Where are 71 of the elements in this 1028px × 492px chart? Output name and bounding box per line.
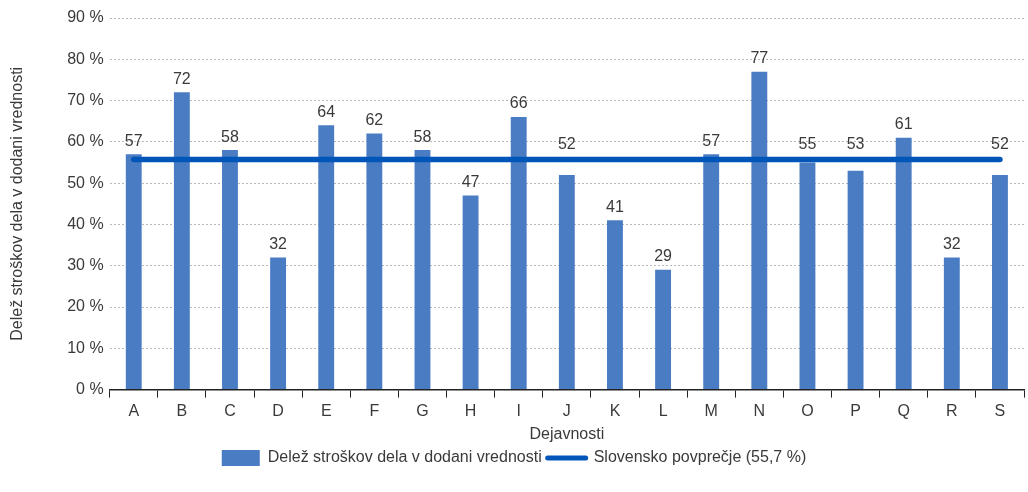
x-tick-label: C [224,401,236,419]
x-tick-label: B [176,401,188,419]
data-label: 55 [798,135,817,153]
bar [318,125,335,390]
data-label: 77 [750,49,769,67]
y-tick-label: 10 % [67,338,104,356]
x-tick-label: J [562,401,571,419]
x-tick-label: E [320,401,332,419]
x-tick-label: R [946,401,958,419]
y-tick-label: 60 % [67,132,104,150]
y-tick-label: 20 % [67,297,104,315]
legend-label: Delež stroškov dela v dodani vrednosti [267,448,542,466]
data-label: 47 [461,172,480,190]
bar [173,92,190,390]
data-label: 61 [894,115,913,133]
data-label: 66 [509,94,528,112]
y-tick-label: 50 % [67,173,104,191]
bar [222,150,238,390]
x-tick-label: N [753,401,766,419]
bar [462,195,479,390]
data-label: 58 [413,127,432,145]
x-tick-label: P [850,401,861,419]
bar [510,117,527,390]
bar [125,154,142,390]
y-tick-label: 40 % [67,214,104,232]
bar [895,137,912,390]
y-tick-label: 30 % [67,256,104,274]
y-axis-title: Delež stroškov dela v dodani vrednosti [8,66,26,341]
data-label: 32 [269,234,288,252]
data-label: 41 [606,197,624,215]
bar [703,154,720,390]
bar [751,71,768,390]
bar [366,133,383,390]
x-tick-label: H [464,401,477,419]
bar [992,174,1008,390]
x-tick-label: Q [897,401,910,419]
data-label: 62 [365,111,384,129]
data-label: 52 [557,135,576,153]
data-label: 64 [317,102,336,120]
bar [270,257,287,390]
x-tick-label: D [272,401,284,419]
bar [847,170,864,390]
bar [607,220,623,390]
x-axis-title: Dejavnosti [529,424,605,442]
x-tick-label: S [994,401,1006,419]
y-tick-label: 70 % [67,90,104,108]
data-label: 57 [124,131,143,149]
x-tick-label: A [128,401,140,419]
legend-label: Slovensko povprečje (55,7 %) [593,448,807,466]
bar [558,174,575,390]
data-label: 58 [221,127,239,145]
x-tick-label: I [516,401,521,419]
x-tick-label: G [416,401,429,419]
y-tick-label: 0 % [76,380,104,398]
data-label: 53 [846,135,865,153]
x-tick-label: K [609,401,621,419]
data-label: 52 [991,135,1009,153]
y-tick-label: 90 % [67,8,104,26]
data-label: 29 [654,247,673,265]
x-tick-label: L [658,401,668,419]
data-label: 72 [172,69,191,87]
x-tick-label: M [704,401,718,419]
data-label: 32 [942,234,961,252]
bar [655,269,672,390]
data-label: 57 [702,131,721,149]
x-tick-label: F [369,401,380,419]
bar [799,162,816,390]
x-tick-label: O [801,401,814,419]
y-tick-label: 80 % [67,49,104,67]
bar [414,150,431,390]
bar [943,257,960,390]
